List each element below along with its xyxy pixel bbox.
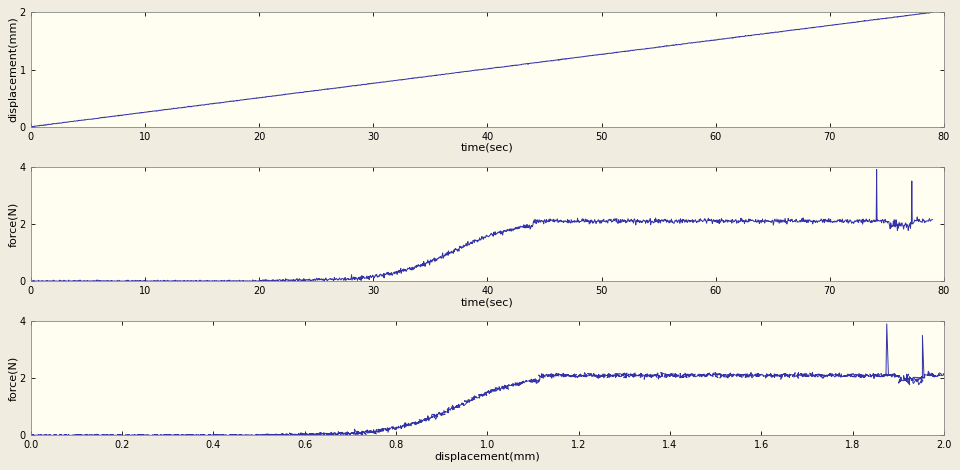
X-axis label: time(sec): time(sec)	[461, 143, 514, 153]
Y-axis label: force(N): force(N)	[9, 201, 18, 246]
X-axis label: time(sec): time(sec)	[461, 298, 514, 307]
X-axis label: displacement(mm): displacement(mm)	[435, 452, 540, 462]
Y-axis label: force(N): force(N)	[9, 356, 18, 401]
Y-axis label: displacement(mm): displacement(mm)	[9, 16, 18, 122]
